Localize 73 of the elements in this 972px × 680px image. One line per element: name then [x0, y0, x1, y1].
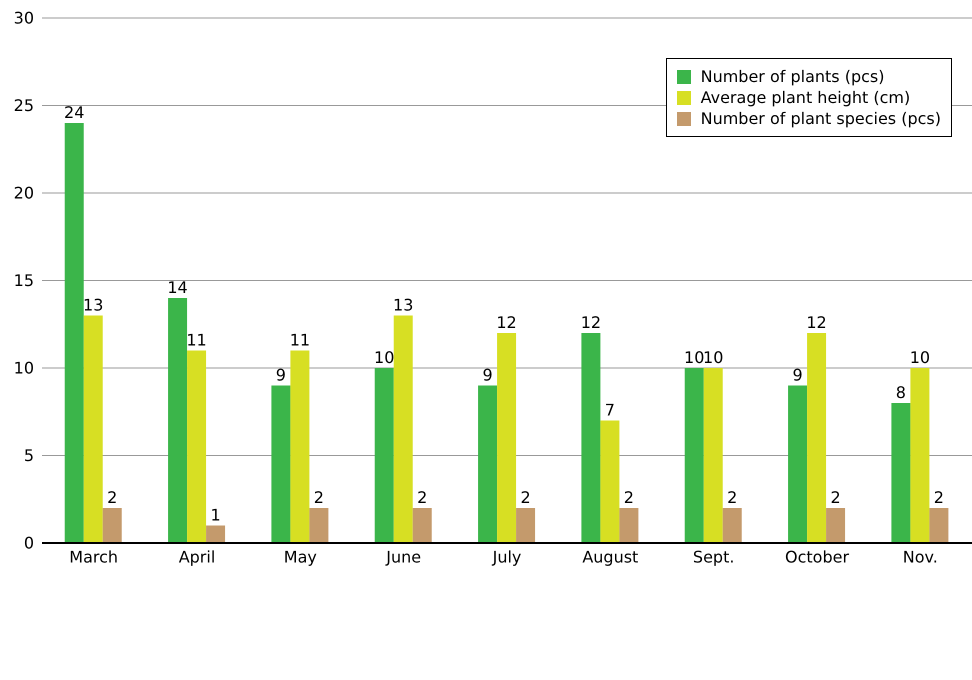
x-tick-label: August — [582, 547, 638, 566]
data-label: 11 — [186, 330, 207, 350]
bar — [497, 333, 516, 543]
bar — [684, 368, 704, 543]
data-label: 8 — [896, 383, 906, 402]
y-tick-label: 30 — [14, 8, 34, 28]
data-label: 7 — [604, 400, 615, 420]
data-label: 10 — [910, 348, 930, 367]
data-label: 9 — [792, 366, 803, 384]
y-tick-label: 25 — [14, 96, 34, 116]
bar — [807, 333, 826, 543]
x-tick-label: April — [178, 547, 216, 566]
bar — [271, 386, 290, 543]
data-label: 2 — [830, 488, 841, 507]
y-tick-label: 0 — [24, 534, 34, 553]
x-tick-label: Nov. — [902, 547, 938, 566]
data-label: 12 — [496, 313, 517, 332]
bar — [891, 403, 910, 543]
bar — [581, 333, 600, 543]
legend-label: Number of plants (pcs) — [700, 67, 884, 86]
y-tick-label: 5 — [24, 446, 34, 466]
data-label: 2 — [934, 488, 944, 507]
data-label: 13 — [393, 296, 414, 314]
bar — [619, 508, 638, 543]
legend-label: Number of plant species (pcs) — [700, 109, 941, 128]
bar — [64, 123, 84, 543]
bar — [309, 508, 328, 543]
bar — [516, 508, 536, 543]
data-label: 10 — [703, 348, 724, 367]
bar — [374, 368, 394, 543]
data-label: 13 — [83, 296, 104, 314]
bar — [290, 350, 310, 543]
x-tick-label: June — [385, 547, 422, 566]
x-tick-label: Sept. — [692, 547, 734, 566]
data-label: 12 — [580, 313, 602, 332]
bar — [168, 298, 188, 543]
data-label: 2 — [107, 488, 118, 507]
data-label: 14 — [167, 278, 188, 297]
bar — [826, 508, 846, 543]
bar — [102, 508, 122, 543]
bar — [206, 526, 226, 543]
x-tick-label: May — [284, 547, 317, 566]
legend-label: Average plant height (cm) — [700, 88, 910, 107]
y-tick-label: 20 — [14, 184, 34, 203]
data-label: 1 — [210, 506, 221, 524]
bar — [788, 386, 808, 543]
data-label: 12 — [806, 313, 827, 332]
x-tick-label: July — [492, 547, 522, 566]
y-tick-label: 10 — [14, 358, 34, 378]
data-label: 10 — [374, 348, 394, 367]
data-label: 2 — [727, 488, 738, 507]
bar — [187, 350, 206, 543]
x-tick-label: October — [784, 547, 850, 566]
data-label: 10 — [684, 348, 704, 367]
data-label: 9 — [482, 366, 493, 384]
data-label: 24 — [64, 103, 84, 122]
bar — [412, 508, 432, 543]
bar — [478, 386, 498, 543]
bar — [704, 368, 723, 543]
bar — [929, 508, 948, 543]
data-label: 11 — [290, 330, 310, 350]
bar — [600, 420, 620, 543]
data-label: 2 — [417, 488, 428, 507]
data-label: 9 — [276, 366, 286, 384]
bar — [910, 368, 930, 543]
data-label: 2 — [624, 488, 634, 507]
data-label: 2 — [520, 488, 531, 507]
x-tick-label: March — [69, 547, 118, 566]
bar — [722, 508, 742, 543]
y-tick-label: 15 — [14, 271, 34, 290]
bar — [394, 316, 413, 543]
data-label: 2 — [314, 488, 324, 507]
bar — [84, 316, 103, 543]
